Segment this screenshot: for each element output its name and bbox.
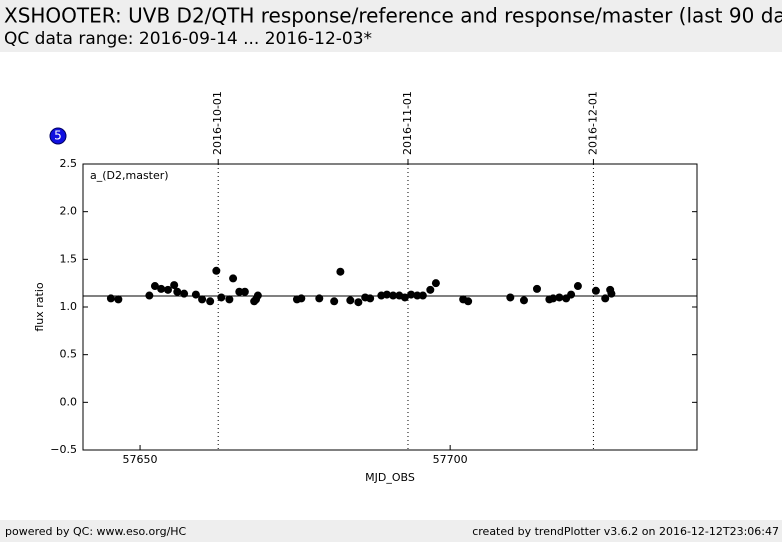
data-point (346, 296, 355, 305)
data-point (235, 287, 244, 296)
data-point (366, 294, 375, 303)
badge-circle (49, 127, 67, 145)
data-point (170, 281, 179, 290)
footer-left: powered by QC: www.eso.org/HC (5, 525, 187, 538)
data-point (519, 296, 528, 305)
data-point (191, 290, 200, 299)
data-point (297, 294, 306, 303)
y-tick-label: 1.0 (60, 300, 78, 313)
y-tick-label: 2.5 (60, 157, 78, 170)
plot-frame (82, 163, 698, 451)
data-point (229, 274, 238, 283)
y-tick-label: 0.0 (60, 395, 78, 408)
data-point (330, 297, 339, 306)
data-point (407, 290, 416, 299)
y-tick-label: 2.0 (60, 205, 78, 218)
y-tick-label: 1.5 (60, 252, 78, 265)
y-tick-label: −0.5 (50, 443, 77, 456)
data-point (106, 294, 115, 303)
data-point (601, 294, 610, 303)
footer-band (0, 520, 782, 542)
x2-tick-label: 2016-10-01 (211, 91, 224, 155)
x-axis-label: MJD_OBS (365, 471, 415, 484)
data-point (225, 295, 234, 304)
data-point (573, 282, 582, 291)
data-point (173, 287, 182, 296)
data-point (400, 293, 409, 302)
data-point (567, 290, 576, 299)
data-point (240, 287, 249, 296)
x-tick-label: 57700 (433, 453, 468, 466)
data-point (418, 291, 427, 300)
data-point (591, 286, 600, 295)
data-point (150, 282, 159, 291)
data-point (464, 297, 473, 306)
x-tick-label: 57650 (123, 453, 158, 466)
x2-tick-label: 2016-12-01 (586, 91, 599, 155)
data-point (506, 293, 515, 302)
header-band (0, 0, 782, 52)
data-point (555, 293, 564, 302)
data-point (382, 290, 391, 299)
annotation: a_(D2,master) (90, 169, 169, 182)
data-point (145, 291, 154, 300)
data-point (532, 284, 541, 293)
data-point (252, 295, 261, 304)
badge-label: 5 (54, 129, 62, 143)
data-point (163, 285, 172, 294)
data-point (431, 279, 440, 288)
page-title: XSHOOTER: UVB D2/QTH response/reference … (4, 4, 782, 28)
data-point (336, 267, 345, 276)
data-point (217, 293, 226, 302)
data-point (389, 291, 398, 300)
footer-right: created by trendPlotter v3.6.2 on 2016-1… (472, 525, 779, 538)
y-axis-label: flux ratio (33, 282, 46, 332)
y-tick-label: 0.5 (60, 348, 78, 361)
data-point (180, 289, 189, 298)
data-point (212, 266, 221, 275)
data-point (315, 294, 324, 303)
data-point (413, 291, 422, 300)
data-point (114, 295, 123, 304)
page-subtitle: QC data range: 2016-09-14 ... 2016-12-03… (4, 29, 372, 49)
data-point (607, 289, 616, 298)
data-point (206, 297, 215, 306)
data-point (198, 295, 207, 304)
data-point (354, 298, 363, 307)
data-point (157, 284, 166, 293)
data-point (426, 285, 435, 294)
data-point (549, 294, 558, 303)
x2-tick-label: 2016-11-01 (401, 91, 414, 155)
